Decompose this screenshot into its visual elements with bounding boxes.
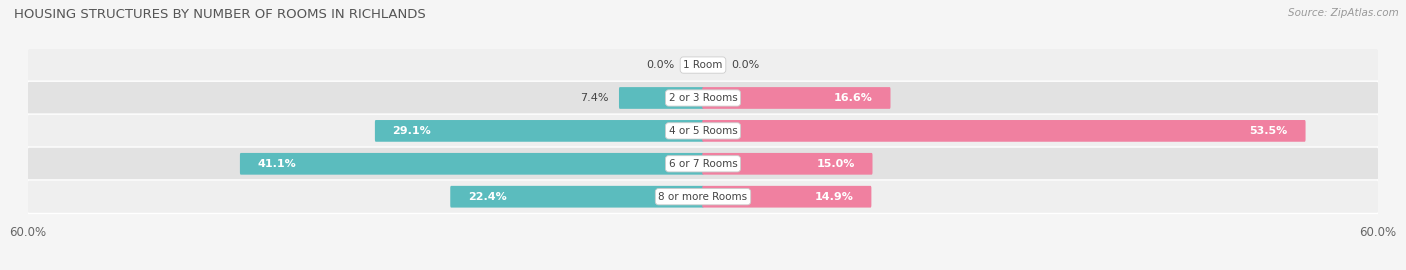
Text: HOUSING STRUCTURES BY NUMBER OF ROOMS IN RICHLANDS: HOUSING STRUCTURES BY NUMBER OF ROOMS IN… (14, 8, 426, 21)
Text: 2 or 3 Rooms: 2 or 3 Rooms (669, 93, 737, 103)
FancyBboxPatch shape (27, 48, 1379, 82)
Text: 7.4%: 7.4% (581, 93, 609, 103)
FancyBboxPatch shape (27, 180, 1379, 214)
Text: Source: ZipAtlas.com: Source: ZipAtlas.com (1288, 8, 1399, 18)
Text: 15.0%: 15.0% (817, 159, 855, 169)
Text: 4 or 5 Rooms: 4 or 5 Rooms (669, 126, 737, 136)
Text: 53.5%: 53.5% (1250, 126, 1288, 136)
Text: 41.1%: 41.1% (257, 159, 297, 169)
Text: 22.4%: 22.4% (468, 192, 506, 202)
Text: 16.6%: 16.6% (834, 93, 873, 103)
FancyBboxPatch shape (450, 186, 704, 208)
FancyBboxPatch shape (27, 114, 1379, 148)
FancyBboxPatch shape (375, 120, 704, 142)
Text: 14.9%: 14.9% (815, 192, 853, 202)
Text: 8 or more Rooms: 8 or more Rooms (658, 192, 748, 202)
Text: 6 or 7 Rooms: 6 or 7 Rooms (669, 159, 737, 169)
Text: 29.1%: 29.1% (392, 126, 432, 136)
FancyBboxPatch shape (27, 81, 1379, 115)
FancyBboxPatch shape (702, 120, 1306, 142)
Text: 0.0%: 0.0% (731, 60, 759, 70)
FancyBboxPatch shape (702, 153, 873, 175)
FancyBboxPatch shape (702, 186, 872, 208)
FancyBboxPatch shape (619, 87, 704, 109)
Text: 1 Room: 1 Room (683, 60, 723, 70)
Text: 0.0%: 0.0% (647, 60, 675, 70)
FancyBboxPatch shape (240, 153, 704, 175)
FancyBboxPatch shape (702, 87, 890, 109)
FancyBboxPatch shape (27, 147, 1379, 181)
